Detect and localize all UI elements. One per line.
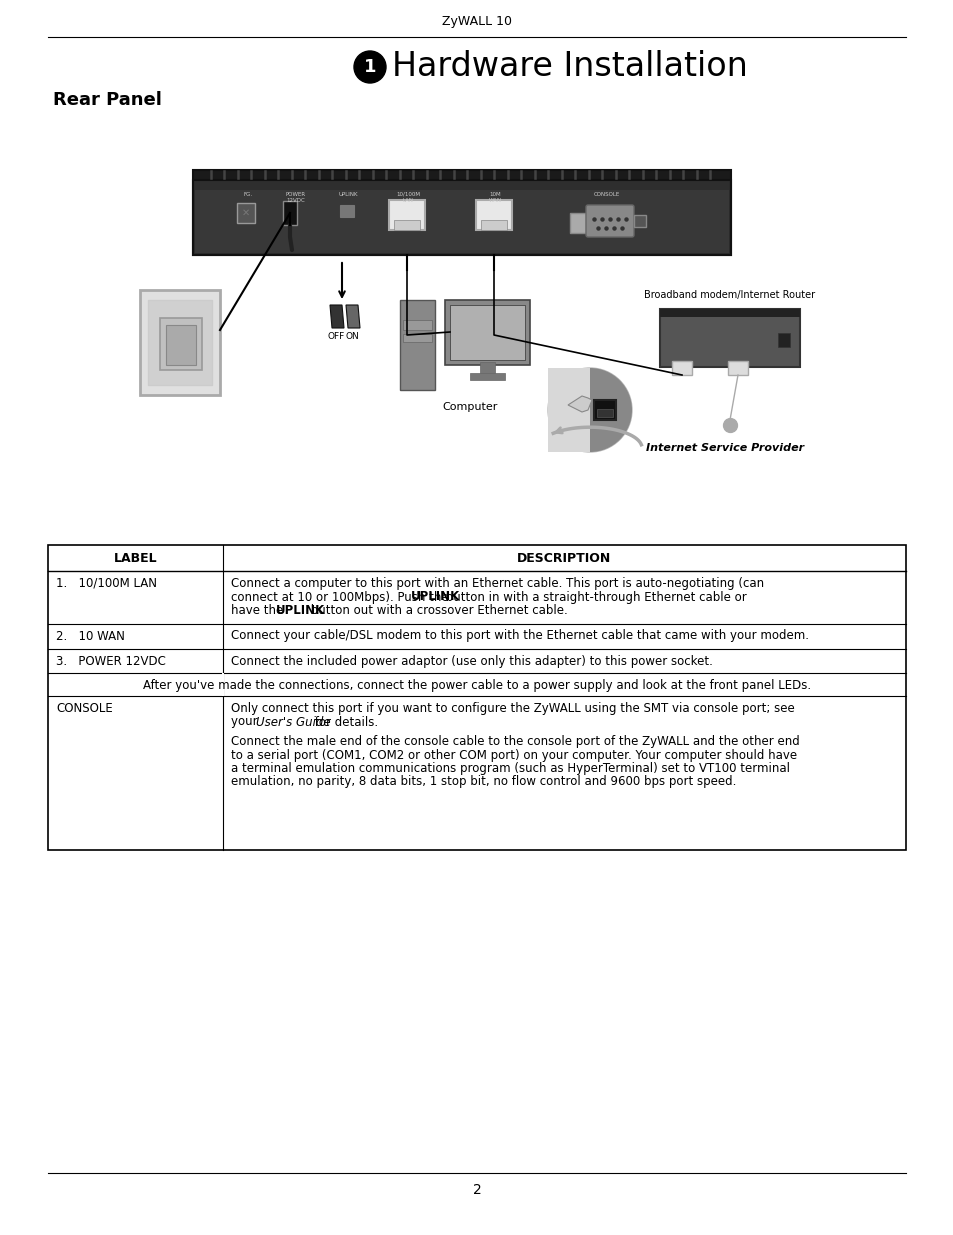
Bar xyxy=(597,409,613,417)
Text: Hardware Installation: Hardware Installation xyxy=(392,51,747,84)
Text: User's Guide: User's Guide xyxy=(255,715,331,729)
Text: to a serial port (COM1, COM2 or other COM port) on your computer. Your computer : to a serial port (COM1, COM2 or other CO… xyxy=(231,748,797,762)
Text: Connect the male end of the console cable to the console port of the ZyWALL and : Connect the male end of the console cabl… xyxy=(231,735,799,748)
Circle shape xyxy=(547,368,631,452)
Text: Rear Panel: Rear Panel xyxy=(53,91,162,109)
Bar xyxy=(634,215,645,227)
Bar xyxy=(283,201,296,225)
Text: CONSOLE: CONSOLE xyxy=(56,701,112,715)
Text: UPLINK: UPLINK xyxy=(338,191,357,198)
Text: for details.: for details. xyxy=(311,715,378,729)
Bar xyxy=(222,673,224,695)
Bar xyxy=(444,300,530,366)
Polygon shape xyxy=(567,396,592,412)
Bar xyxy=(659,309,800,367)
Text: have the: have the xyxy=(231,604,287,618)
Text: 2: 2 xyxy=(472,1183,481,1197)
Bar xyxy=(727,361,747,375)
Text: DESCRIPTION: DESCRIPTION xyxy=(517,552,611,564)
Bar xyxy=(194,190,728,253)
Bar xyxy=(339,205,354,217)
Bar xyxy=(399,300,435,390)
Text: emulation, no parity, 8 data bits, 1 stop bit, no flow control and 9600 bps port: emulation, no parity, 8 data bits, 1 sto… xyxy=(231,776,736,788)
Bar xyxy=(480,220,506,230)
Text: a terminal emulation communications program (such as HyperTerminal) set to VT100: a terminal emulation communications prog… xyxy=(231,762,789,776)
Polygon shape xyxy=(330,305,344,329)
Bar xyxy=(166,325,195,366)
Bar xyxy=(394,220,419,230)
Bar xyxy=(140,290,220,395)
Text: CONSOLE: CONSOLE xyxy=(594,191,619,198)
Bar xyxy=(450,305,524,359)
Text: Connect a computer to this port with an Ethernet cable. This port is auto-negoti: Connect a computer to this port with an … xyxy=(231,577,763,590)
Text: Connect your cable/DSL modem to this port with the Ethernet cable that came with: Connect your cable/DSL modem to this por… xyxy=(231,630,808,642)
Bar xyxy=(193,180,730,254)
Text: OFF: OFF xyxy=(328,332,345,341)
Bar xyxy=(479,362,495,375)
Bar xyxy=(389,200,424,230)
Bar xyxy=(236,203,254,224)
Text: 10/100M
LAN: 10/100M LAN xyxy=(395,191,419,203)
Text: LABEL: LABEL xyxy=(113,552,157,564)
Circle shape xyxy=(354,51,386,83)
Bar xyxy=(671,361,691,375)
Text: 1.   10/100M LAN: 1. 10/100M LAN xyxy=(56,577,157,590)
Bar xyxy=(48,545,905,850)
Text: Broadband modem/Internet Router: Broadband modem/Internet Router xyxy=(644,290,815,300)
Bar xyxy=(470,373,504,380)
Text: 2.   10 WAN: 2. 10 WAN xyxy=(56,630,125,642)
Text: button out with a crossover Ethernet cable.: button out with a crossover Ethernet cab… xyxy=(307,604,568,618)
Text: UPLINK: UPLINK xyxy=(275,604,325,618)
Text: button in with a straight-through Ethernet cable or: button in with a straight-through Ethern… xyxy=(442,590,746,604)
Text: Connect the included power adaptor (use only this adapter) to this power socket.: Connect the included power adaptor (use … xyxy=(231,655,712,668)
Bar xyxy=(547,368,589,452)
Text: Only connect this port if you want to configure the ZyWALL using the SMT via con: Only connect this port if you want to co… xyxy=(231,701,794,715)
Text: FG.: FG. xyxy=(243,191,253,198)
Bar xyxy=(569,212,585,233)
Text: After you've made the connections, connect the power cable to a power supply and: After you've made the connections, conne… xyxy=(143,678,810,692)
Bar xyxy=(594,400,616,420)
Bar xyxy=(778,333,789,347)
FancyBboxPatch shape xyxy=(585,205,634,237)
Text: connect at 10 or 100Mbps). Push the: connect at 10 or 100Mbps). Push the xyxy=(231,590,452,604)
Text: 1: 1 xyxy=(363,58,375,77)
Text: Internet Service Provider: Internet Service Provider xyxy=(645,443,803,453)
Bar xyxy=(193,170,730,254)
Text: POWER
12VDC: POWER 12VDC xyxy=(286,191,306,203)
Text: Computer: Computer xyxy=(442,403,497,412)
Bar xyxy=(402,333,432,342)
Text: 3.   POWER 12VDC: 3. POWER 12VDC xyxy=(56,655,166,668)
Text: UPLINK: UPLINK xyxy=(411,590,459,604)
Circle shape xyxy=(547,368,631,452)
Bar xyxy=(659,309,800,317)
Polygon shape xyxy=(346,305,359,329)
Bar xyxy=(148,300,212,385)
Bar xyxy=(402,320,432,330)
Text: ZyWALL 10: ZyWALL 10 xyxy=(441,16,512,28)
Text: 10M
WAN: 10M WAN xyxy=(488,191,501,203)
Bar xyxy=(476,200,512,230)
Bar xyxy=(193,170,730,180)
Text: your: your xyxy=(231,715,261,729)
Bar xyxy=(160,317,202,370)
Text: ON: ON xyxy=(346,332,359,341)
Text: ✕: ✕ xyxy=(242,207,250,219)
